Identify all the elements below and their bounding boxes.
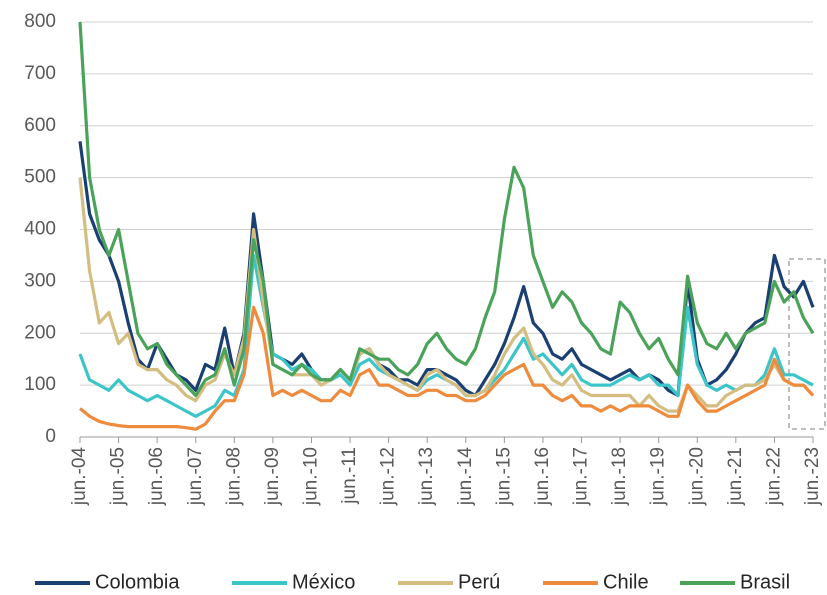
- legend-label: Brasil: [740, 571, 790, 593]
- y-tick-label: 100: [24, 374, 56, 395]
- y-tick-label: 600: [24, 115, 56, 136]
- x-tick-label: jun.-22: [763, 447, 784, 506]
- x-tick-label: jun.-13: [416, 447, 437, 506]
- y-tick-label: 700: [24, 63, 56, 84]
- legend-label: Perú: [458, 571, 500, 593]
- y-tick-label: 800: [24, 11, 56, 32]
- x-tick-label: jun.-12: [378, 447, 399, 506]
- series-line: [78, 21, 815, 398]
- highlight-box: [788, 258, 826, 430]
- x-tick-label: jun.-17: [571, 447, 592, 506]
- legend: Colombia México Perú Chile Brasil: [35, 571, 790, 593]
- x-tick-label: jun.-23: [802, 447, 823, 506]
- y-tick-label: 500: [24, 167, 56, 188]
- x-tick-label: jun.-05: [108, 447, 129, 506]
- x-tick-label: jun.-14: [455, 447, 476, 507]
- x-tick-label: jun.-11: [339, 447, 360, 505]
- x-tick-label: jun.-21: [725, 447, 746, 506]
- x-tick-label: jun.-08: [223, 447, 244, 506]
- x-tick-label: jun.-07: [185, 447, 206, 506]
- y-tick-label: 0: [45, 426, 56, 447]
- x-tick-label: jun.-18: [609, 447, 630, 506]
- x-tick-label: jun.-20: [686, 447, 707, 506]
- y-tick-label: 200: [24, 322, 56, 343]
- x-tick-label: jun.-15: [493, 447, 514, 506]
- x-tick-label: jun.-16: [532, 447, 553, 506]
- legend-label: Colombia: [95, 571, 180, 593]
- y-tick-label: 300: [24, 270, 56, 291]
- x-tick-label: jun.-09: [262, 447, 283, 506]
- x-tick-label: jun.-04: [69, 447, 90, 507]
- series-line: [78, 141, 815, 398]
- legend-label: México: [292, 571, 355, 593]
- x-tick-label: jun.-06: [146, 447, 167, 506]
- series-line: [78, 305, 815, 431]
- x-tick-label: jun.-10: [300, 447, 321, 506]
- x-tick-label: jun.-19: [648, 447, 669, 506]
- legend-label: Chile: [603, 571, 649, 593]
- y-tick-label: 400: [24, 219, 56, 240]
